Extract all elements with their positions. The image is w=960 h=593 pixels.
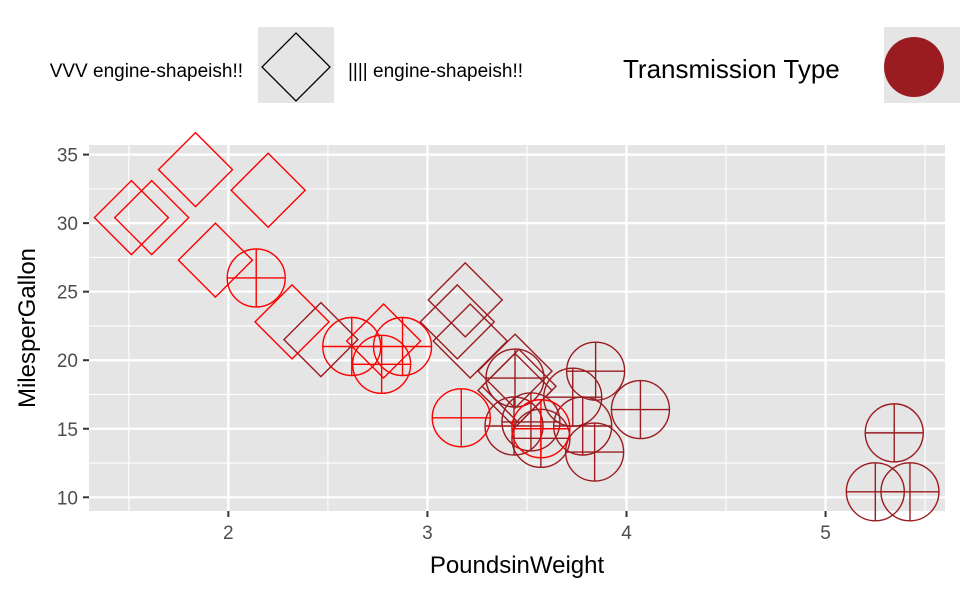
y-tick-label: 35 (57, 146, 78, 167)
data-point-diamond (177, 222, 254, 299)
data-point-circle (511, 399, 571, 459)
data-point-diamond (427, 261, 504, 338)
data-point-diamond (477, 352, 553, 429)
y-tick-label: 10 (57, 488, 78, 509)
x-tick-label: 4 (621, 523, 632, 544)
legend: VVV engine-shapeish!! |||| engine-shapei… (50, 27, 960, 103)
legend-entry-vvv-label: VVV engine-shapeish!! (50, 61, 243, 82)
data-point-diamond (282, 301, 359, 378)
data-point-circle (431, 388, 491, 448)
axes: 2 3 4 5 10 15 20 25 30 35 (57, 146, 831, 544)
y-tick-label: 30 (57, 214, 78, 235)
gridlines (89, 145, 945, 511)
data-point-circle (484, 396, 544, 456)
data-point-circle (372, 316, 433, 377)
y-axis-title: MilesperGallon (14, 248, 41, 408)
data-point-diamond (254, 283, 331, 360)
data-point-circle (864, 403, 924, 463)
data-point-diamond (113, 179, 190, 256)
x-tick-label: 5 (820, 523, 831, 544)
x-tick-label: 2 (223, 523, 234, 544)
x-axis-title: PoundsinWeight (430, 552, 605, 579)
data-point-circle (543, 367, 603, 427)
x-tick-label: 3 (422, 523, 433, 544)
data-point-circle (564, 422, 625, 482)
data-point-diamond (230, 152, 307, 229)
legend-key-diamond-icon (261, 32, 331, 102)
legend-key-background (258, 27, 334, 103)
data-point-diamond (432, 303, 509, 380)
data-point-diamond (345, 303, 422, 380)
data-point-circle (226, 248, 286, 308)
data-point-circle (565, 341, 626, 401)
data-point-circle (351, 334, 412, 395)
data-point-diamond (157, 131, 234, 208)
plot-panel (89, 145, 945, 511)
data-point-diamond (419, 283, 496, 360)
data-point-circle (610, 379, 671, 440)
data-point-circle (880, 462, 940, 522)
legend-key-circle-icon (884, 37, 944, 97)
data-point-diamond (477, 333, 553, 410)
legend-entry-parallel-label: |||| engine-shapeish!! (348, 61, 523, 82)
legend-title-transmission: Transmission Type (623, 54, 840, 84)
y-tick-label: 20 (57, 351, 78, 372)
y-tick-label: 15 (57, 420, 78, 441)
data-point-diamond (93, 179, 170, 256)
data-points (93, 131, 940, 522)
y-tick-label: 25 (57, 283, 78, 304)
